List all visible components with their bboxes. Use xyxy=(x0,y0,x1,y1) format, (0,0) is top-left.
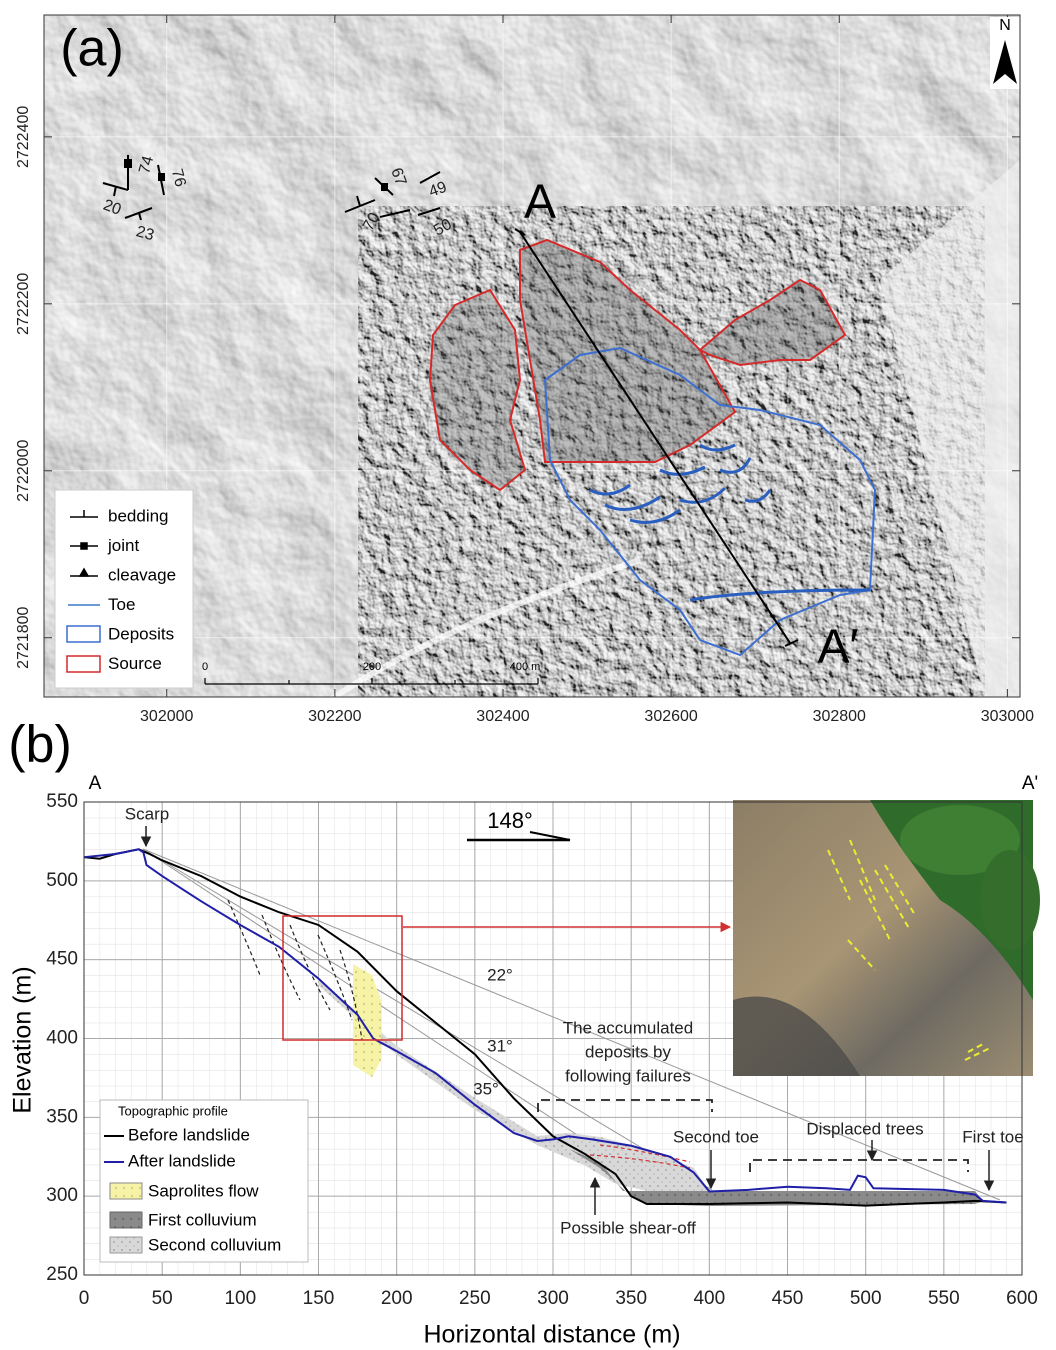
y-tick-label: 500 xyxy=(46,870,78,891)
legend-title: Topographic profile xyxy=(118,1103,228,1118)
y-tick-label: 2722000 xyxy=(15,440,32,502)
legend-swatch xyxy=(110,1183,142,1199)
y-axis-title: Elevation (m) xyxy=(9,966,37,1113)
legend-label: Toe xyxy=(108,595,135,614)
panel-label: (b) xyxy=(8,716,72,774)
legend-label: joint xyxy=(107,536,139,555)
x-tick-label: 500 xyxy=(850,1288,882,1309)
x-tick-label: 350 xyxy=(615,1288,647,1309)
north-label: N xyxy=(999,17,1011,34)
section-end-label: A′ xyxy=(817,621,858,674)
angle-label: 31° xyxy=(487,1036,513,1055)
x-axis-title: Horizontal distance (m) xyxy=(423,1321,680,1349)
x-tick-label: 303000 xyxy=(981,708,1034,725)
x-tick-label: 600 xyxy=(1006,1288,1038,1309)
x-tick-label: 302000 xyxy=(140,708,193,725)
scale-label: 400 m xyxy=(510,661,541,673)
y-tick-label: 250 xyxy=(46,1264,78,1285)
x-tick-label: 0 xyxy=(79,1288,90,1309)
figure: A A′ 74 76 20 23 67 70 49 50 (a) N beddi… xyxy=(0,0,1056,1350)
legend-label: After landslide xyxy=(128,1151,236,1170)
legend-label: Deposits xyxy=(108,624,174,643)
x-tick-label: 302800 xyxy=(813,708,866,725)
y-tick-label: 2721800 xyxy=(15,606,32,668)
panel-label: (a) xyxy=(60,20,124,78)
x-tick-label: 50 xyxy=(152,1288,173,1309)
section-start-label: A xyxy=(89,773,102,794)
legend-label: Saprolites flow xyxy=(148,1181,259,1200)
annotation: Displaced trees xyxy=(806,1119,923,1138)
map-panel: A A′ 74 76 20 23 67 70 49 50 (a) N beddi… xyxy=(44,15,1020,700)
x-tick-label: 100 xyxy=(224,1288,256,1309)
legend-label: First colluvium xyxy=(148,1210,257,1229)
annotation: Scarp xyxy=(125,804,169,823)
photo-inset xyxy=(733,800,1040,1076)
angle-label: 35° xyxy=(473,1079,499,1098)
scale-label: 0 xyxy=(202,661,208,673)
x-tick-label: 250 xyxy=(459,1288,491,1309)
annotation: deposits by xyxy=(585,1042,671,1061)
legend-swatch xyxy=(110,1237,142,1253)
annotation: Second toe xyxy=(673,1127,759,1146)
scale-label: 200 xyxy=(363,661,381,673)
annotation: The accumulated xyxy=(563,1018,693,1037)
legend-label: Source xyxy=(108,654,162,673)
x-tick-label: 302600 xyxy=(644,708,697,725)
y-tick-label: 400 xyxy=(46,1028,78,1049)
section-end-label: A' xyxy=(1022,773,1038,794)
angle-label: 22° xyxy=(487,965,513,984)
x-tick-label: 302200 xyxy=(308,708,361,725)
x-tick-label: 302400 xyxy=(476,708,529,725)
legend-swatch xyxy=(110,1212,142,1228)
y-tick-label: 450 xyxy=(46,949,78,970)
y-tick-label: 350 xyxy=(46,1106,78,1127)
profile-panel: (b) A A' 148° Scarp 22° 31° 35° The accu… xyxy=(8,716,1040,1349)
x-tick-label: 150 xyxy=(303,1288,335,1309)
y-tick-label: 2722200 xyxy=(15,273,32,335)
x-tick-label: 300 xyxy=(537,1288,569,1309)
x-tick-label: 200 xyxy=(381,1288,413,1309)
x-tick-label: 400 xyxy=(693,1288,725,1309)
section-start-label: A xyxy=(524,176,556,229)
legend-label: Before landslide xyxy=(128,1125,250,1144)
legend-label: cleavage xyxy=(108,565,176,584)
legend-label: Second colluvium xyxy=(148,1235,281,1254)
legend-label: bedding xyxy=(108,506,169,525)
x-tick-label: 450 xyxy=(772,1288,804,1309)
x-tick-label: 550 xyxy=(928,1288,960,1309)
y-tick-label: 550 xyxy=(46,791,78,812)
azimuth-label: 148° xyxy=(487,808,533,833)
y-tick-label: 300 xyxy=(46,1185,78,1206)
y-tick-label: 2722400 xyxy=(15,106,32,168)
annotation: Possible shear-off xyxy=(560,1218,696,1237)
annotation: following failures xyxy=(565,1066,691,1085)
annotation: First toe xyxy=(962,1127,1023,1146)
